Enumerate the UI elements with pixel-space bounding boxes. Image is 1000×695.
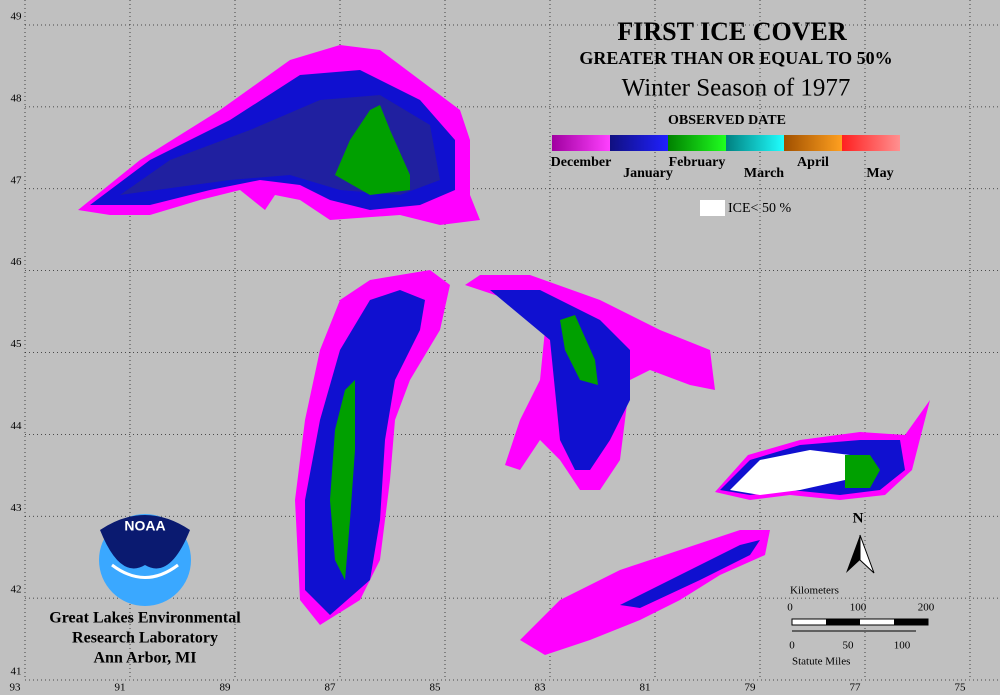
lake-huron <box>465 275 715 490</box>
noaa-logo: NOAA <box>99 514 191 606</box>
north-arrow <box>846 535 860 573</box>
legend-swatch <box>726 135 784 151</box>
scale-mi: 50 <box>843 640 855 652</box>
lat-label: 49 <box>11 11 23 23</box>
lon-label: 77 <box>850 682 862 694</box>
credit: Ann Arbor, MI <box>94 650 197 667</box>
legend-label: January <box>623 166 673 181</box>
lake-erie <box>520 530 770 655</box>
scale-km: 200 <box>918 602 935 614</box>
lake-michigan <box>295 270 450 625</box>
lon-label: 75 <box>955 682 967 694</box>
scale-bar <box>791 618 929 632</box>
lat-label: 41 <box>11 666 22 678</box>
legend-swatch <box>552 135 610 151</box>
legend-title: OBSERVED DATE <box>668 113 786 128</box>
lat-label: 44 <box>11 420 23 432</box>
lat-label: 48 <box>11 92 23 104</box>
credit: Great Lakes Environmental <box>49 610 241 627</box>
legend-swatch <box>842 135 900 151</box>
lon-label: 83 <box>535 682 547 694</box>
scale-mi-label: Statute Miles <box>792 656 850 668</box>
lon-label: 81 <box>640 682 651 694</box>
legend-swatch <box>784 135 842 151</box>
legend-swatch <box>668 135 726 151</box>
lake-superior <box>78 45 480 225</box>
season: Winter Season of 1977 <box>622 75 851 102</box>
lat-label: 47 <box>11 174 23 186</box>
lon-label: 87 <box>325 682 337 694</box>
scale-mi: 100 <box>894 640 911 652</box>
lat-label: 43 <box>11 502 23 514</box>
scale-mi: 0 <box>789 640 795 652</box>
north-arrow <box>859 534 875 574</box>
legend-label: February <box>669 155 726 170</box>
subtitle: GREATER THAN OR EQUAL TO 50% <box>579 48 892 68</box>
lat-label: 45 <box>11 338 23 350</box>
legend-label: March <box>744 166 784 181</box>
lat-label: 42 <box>11 584 22 596</box>
legend-swatch <box>610 135 668 151</box>
ice-swatch <box>700 200 725 216</box>
legend-label: April <box>797 155 829 170</box>
lon-label: 79 <box>745 682 757 694</box>
lat-label: 46 <box>11 256 23 268</box>
credit: Research Laboratory <box>72 630 218 647</box>
ice-note: ICE< 50 % <box>728 201 791 216</box>
lon-label: 93 <box>10 682 22 694</box>
north-label: N <box>853 510 864 526</box>
lon-label: 89 <box>220 682 232 694</box>
scale-km: 100 <box>850 602 867 614</box>
scale-km-label: Kilometers <box>790 585 839 597</box>
logo-text: NOAA <box>124 518 165 534</box>
legend-label: May <box>866 166 893 181</box>
legend-label: December <box>551 155 612 170</box>
title: FIRST ICE COVER <box>617 17 846 46</box>
lake-ontario <box>715 400 930 500</box>
lon-label: 85 <box>430 682 442 694</box>
scale-km: 0 <box>787 602 793 614</box>
lon-label: 91 <box>115 682 126 694</box>
